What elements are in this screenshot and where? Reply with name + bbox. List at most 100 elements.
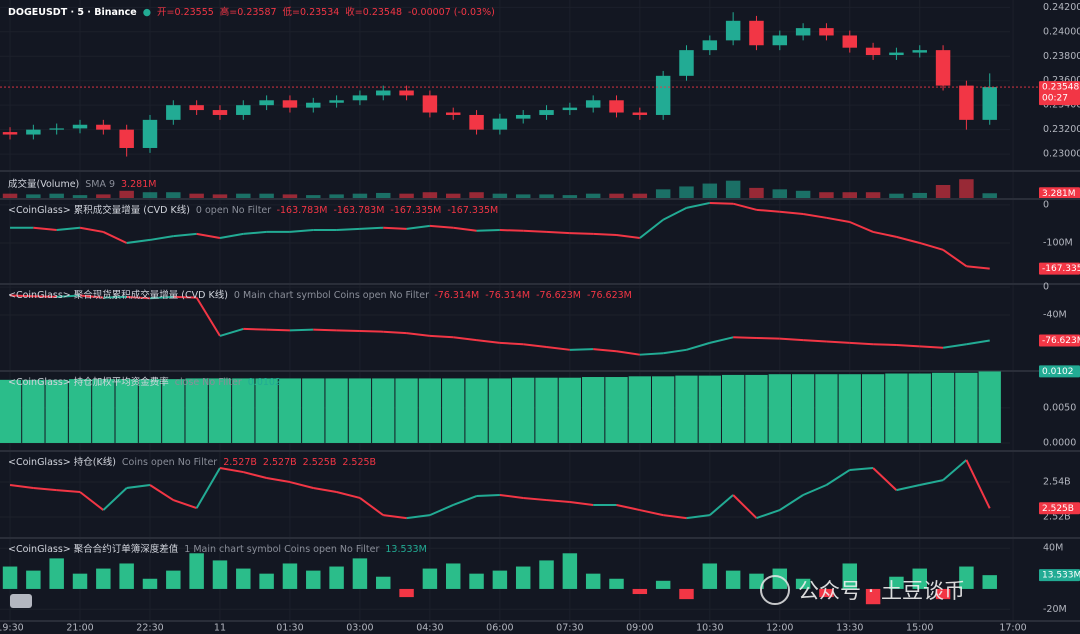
series-segment (195, 297, 221, 337)
series-segment (336, 227, 360, 232)
bar (92, 379, 115, 443)
bar (255, 378, 278, 443)
series-segment (476, 339, 500, 344)
bar (675, 375, 698, 443)
series-segment (149, 235, 174, 241)
series-segment (33, 486, 57, 492)
last-value-box (1039, 187, 1080, 200)
series-segment (849, 341, 874, 346)
panel-header: <CoinGlass> 聚合现货累积成交量增量 (CVD K线) 0 Main c… (8, 289, 632, 301)
candle-body (142, 119, 158, 148)
series-segment (942, 249, 967, 268)
series-segment (803, 339, 827, 343)
series-segment (10, 294, 34, 298)
series-segment (102, 231, 128, 244)
series-segment (383, 514, 407, 520)
readout: 13.533M (385, 544, 426, 555)
bar (445, 563, 461, 589)
readout: 2.527B (223, 457, 257, 468)
y-tick-label: 0.24000 (1043, 26, 1080, 37)
bar (352, 193, 368, 198)
series-segment (126, 484, 151, 489)
series-segment (802, 484, 827, 496)
bar (745, 374, 768, 443)
x-tick-label: 19:30 (0, 623, 24, 634)
bar (72, 573, 88, 589)
watermark: 公众号 · 土豆谈币 (798, 579, 965, 603)
series-segment (523, 343, 547, 349)
series-segment (406, 224, 431, 230)
bar (442, 378, 465, 443)
series-segment (406, 514, 431, 520)
bar (45, 379, 68, 443)
series-segment (33, 295, 57, 298)
candle-body (282, 100, 298, 108)
series-segment (243, 327, 267, 331)
readout: -76.314M (485, 290, 530, 301)
y-tick-label: 0.23200 (1043, 124, 1080, 135)
bar (395, 378, 418, 443)
series-segment (313, 328, 337, 332)
bar (282, 194, 298, 198)
candle-body (469, 114, 484, 130)
x-tick-label: 13:30 (836, 623, 863, 634)
series-segment (499, 229, 524, 232)
y-tick-label: 2.52B (1043, 512, 1071, 523)
series-segment (359, 226, 384, 230)
series-segment (639, 352, 664, 356)
series-segment (195, 467, 221, 509)
bar (582, 377, 605, 443)
readout: -167.335M (447, 205, 498, 216)
series-segment (383, 226, 407, 230)
bar (162, 379, 185, 443)
series-segment (965, 459, 991, 509)
series-segment (919, 345, 944, 349)
bar (889, 193, 904, 198)
bar (978, 371, 1001, 443)
readout: -0.00007 (-0.03%) (408, 7, 495, 18)
bar (609, 193, 624, 198)
bar (212, 560, 228, 589)
bar (166, 570, 181, 589)
candle-body (492, 118, 508, 130)
series-segment (942, 343, 967, 349)
bar (2, 566, 18, 589)
y-tick-label: 2.54B (1043, 477, 1071, 488)
series-segment (476, 493, 500, 498)
bar (655, 580, 671, 589)
bar (2, 193, 18, 198)
series-segment (966, 339, 990, 346)
series-segment (616, 233, 640, 240)
bar (772, 189, 788, 198)
series-segment (9, 484, 34, 489)
series-segment (173, 295, 197, 299)
series-segment (266, 328, 290, 332)
series-segment (79, 226, 104, 233)
bar (819, 192, 834, 198)
series-segment (103, 295, 127, 299)
panel-settings: 0 open No Filter (196, 205, 271, 216)
series-segment (546, 230, 570, 235)
bar (842, 192, 858, 198)
bar (352, 558, 368, 589)
series-segment (616, 503, 641, 512)
series-segment (243, 230, 267, 235)
series-segment (593, 348, 617, 353)
bar (236, 568, 251, 589)
series-segment (499, 341, 524, 346)
panel-header: <CoinGlass> 聚合合约订单簿深度差值 1 Main chart symb… (8, 543, 427, 555)
candle-body (352, 95, 368, 101)
bar (185, 378, 208, 443)
panel-header: DOGEUSDT · 5 · Binance ● 开=0.23555 高=0.2358… (8, 6, 495, 18)
candle-body (515, 114, 531, 119)
tv-logo (10, 594, 32, 608)
panel-title: <CoinGlass> 聚合现货累积成交量增量 (CVD K线) (8, 289, 228, 301)
series-segment (919, 242, 944, 251)
bar (512, 377, 535, 443)
series-segment (686, 514, 710, 520)
last-value-box (1039, 81, 1080, 106)
series-segment (453, 336, 477, 342)
bar (725, 570, 741, 589)
bar (329, 566, 344, 589)
panel-header: <CoinGlass> 持仓加权平均资金费率 close No Filter 0.0… (8, 376, 281, 388)
